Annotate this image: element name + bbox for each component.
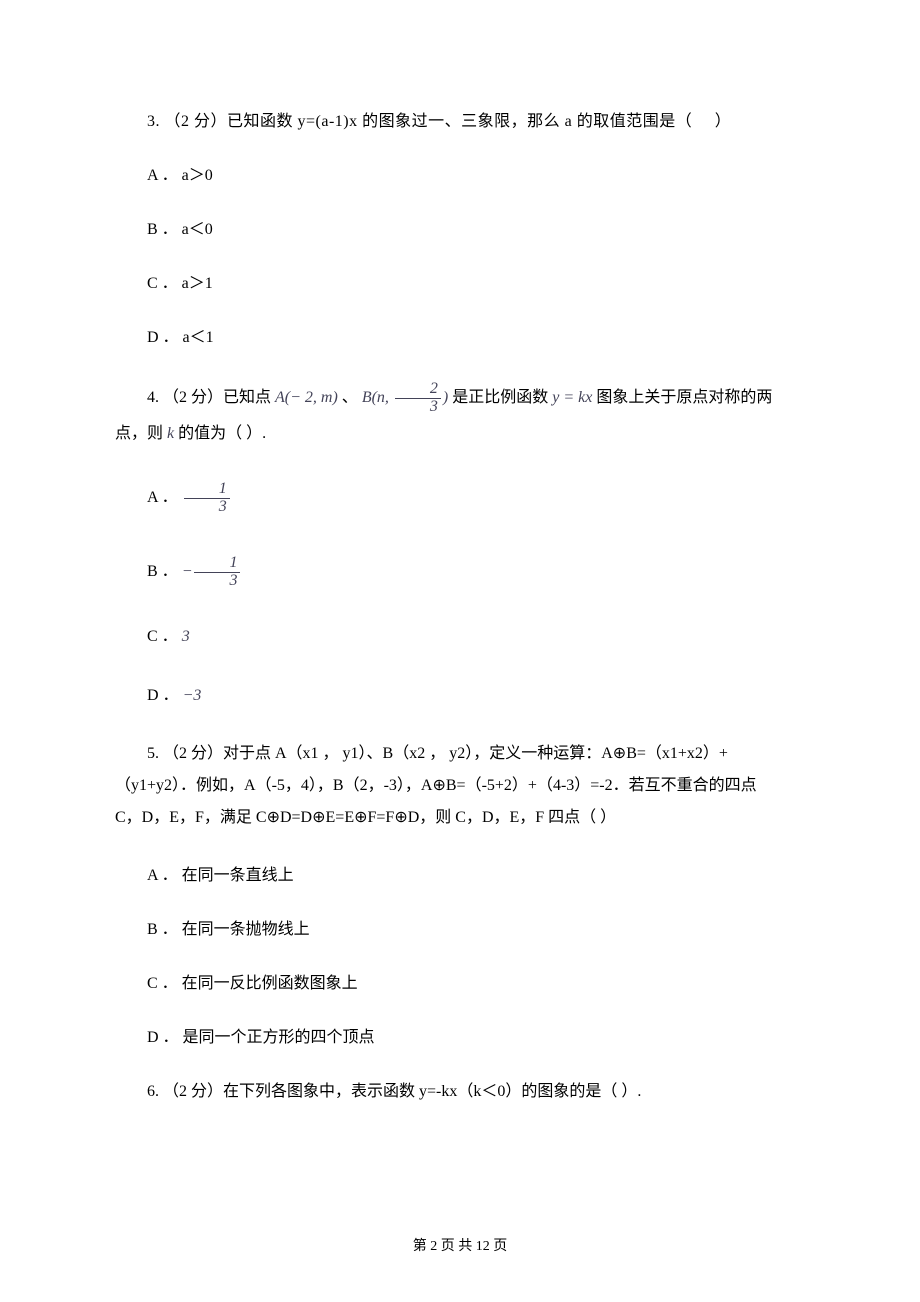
q4-C-pre: C ．: [147, 628, 182, 645]
q5-opt-A: A ． 在同一条直线上: [115, 864, 805, 888]
q4-C-val: 3: [182, 628, 190, 645]
q3-stem: 3. （2 分）已知函数 y=(a-1)x 的图象过一、三象限，那么 a 的取值…: [115, 110, 805, 134]
q4-A-pre: A ．: [147, 489, 182, 506]
q4-D-pre: D ．: [147, 687, 183, 704]
q4-opt-A: A ． 13: [115, 481, 805, 516]
q3-stem-a: 3. （2 分）已知函数 y=(a-1)x 的图象过一、三象限，那么 a 的取值…: [147, 113, 692, 130]
q4-stem: 4. （2 分）已知点 A(− 2, m) 、 B(n, 23) 是正比例函数 …: [115, 380, 805, 451]
q4-opt-C: C ． 3: [115, 625, 805, 649]
q4-sep: 、: [338, 389, 362, 406]
q4-eq: y = kx: [552, 389, 592, 406]
q5-l1: 5. （2 分）对于点 A（x1 ， y1）、B（x2 ， y2），定义一种运算…: [115, 738, 805, 770]
q3-opt-B: B ． a＜0: [115, 218, 805, 242]
q5-opt-B: B ． 在同一条抛物线上: [115, 918, 805, 942]
q6-stem: 6. （2 分）在下列各图象中，表示函数 y=-kx（k＜0）的图象的是（ ）.: [115, 1080, 805, 1104]
q4-B-neg: −: [182, 563, 193, 580]
q4-D-val: −3: [183, 687, 202, 704]
frac-num: 2: [395, 381, 441, 398]
q4-stem-b: 是正比例函数: [448, 389, 552, 406]
q5-opt-C: C ． 在同一反比例函数图象上: [115, 972, 805, 996]
q4-A-frac: 13: [184, 481, 230, 516]
q3-stem-b: ）: [715, 113, 732, 130]
q4-opt-B: B ． −13: [115, 555, 805, 590]
frac-den: 3: [395, 398, 441, 416]
frac-num: 1: [184, 481, 230, 498]
q5-stem: 5. （2 分）对于点 A（x1 ， y1）、B（x2 ， y2），定义一种运算…: [115, 738, 805, 834]
q4-pointA: A(− 2, m): [275, 389, 338, 406]
q4-stem-c: 图象上关于原点对称的两: [592, 389, 772, 406]
frac-den: 3: [194, 572, 240, 590]
q3-opt-A: A ． a＞0: [115, 164, 805, 188]
page-footer: 第 2 页 共 12 页: [0, 1236, 920, 1257]
frac-den: 3: [184, 498, 230, 516]
q4-opt-D: D ． −3: [115, 684, 805, 708]
frac-num: 1: [194, 555, 240, 572]
q5-l3: C，D，E，F，满足 C⊕D=D⊕E=E⊕F=F⊕D，则 C，D，E，F 四点（…: [115, 802, 805, 834]
q4-line2-a: 点，则: [115, 425, 167, 442]
q4-line2-b: 的值为（ ）.: [174, 425, 266, 442]
q5-l2: （y1+y2）．例如，A（-5，4），B（2，-3），A⊕B=（-5+2）+（4…: [115, 770, 805, 802]
q3-opt-D: D ． a＜1: [115, 326, 805, 350]
q4-B-frac: 13: [194, 555, 240, 590]
q4-pointB-pre: B(n,: [362, 389, 393, 406]
q3-opt-C: C ． a＞1: [115, 272, 805, 296]
q4-stem-a: 4. （2 分）已知点: [147, 389, 275, 406]
q4-B-pre: B ．: [147, 563, 182, 580]
q4-frac-2-3: 23: [395, 381, 441, 416]
q5-opt-D: D ． 是同一个正方形的四个顶点: [115, 1026, 805, 1050]
